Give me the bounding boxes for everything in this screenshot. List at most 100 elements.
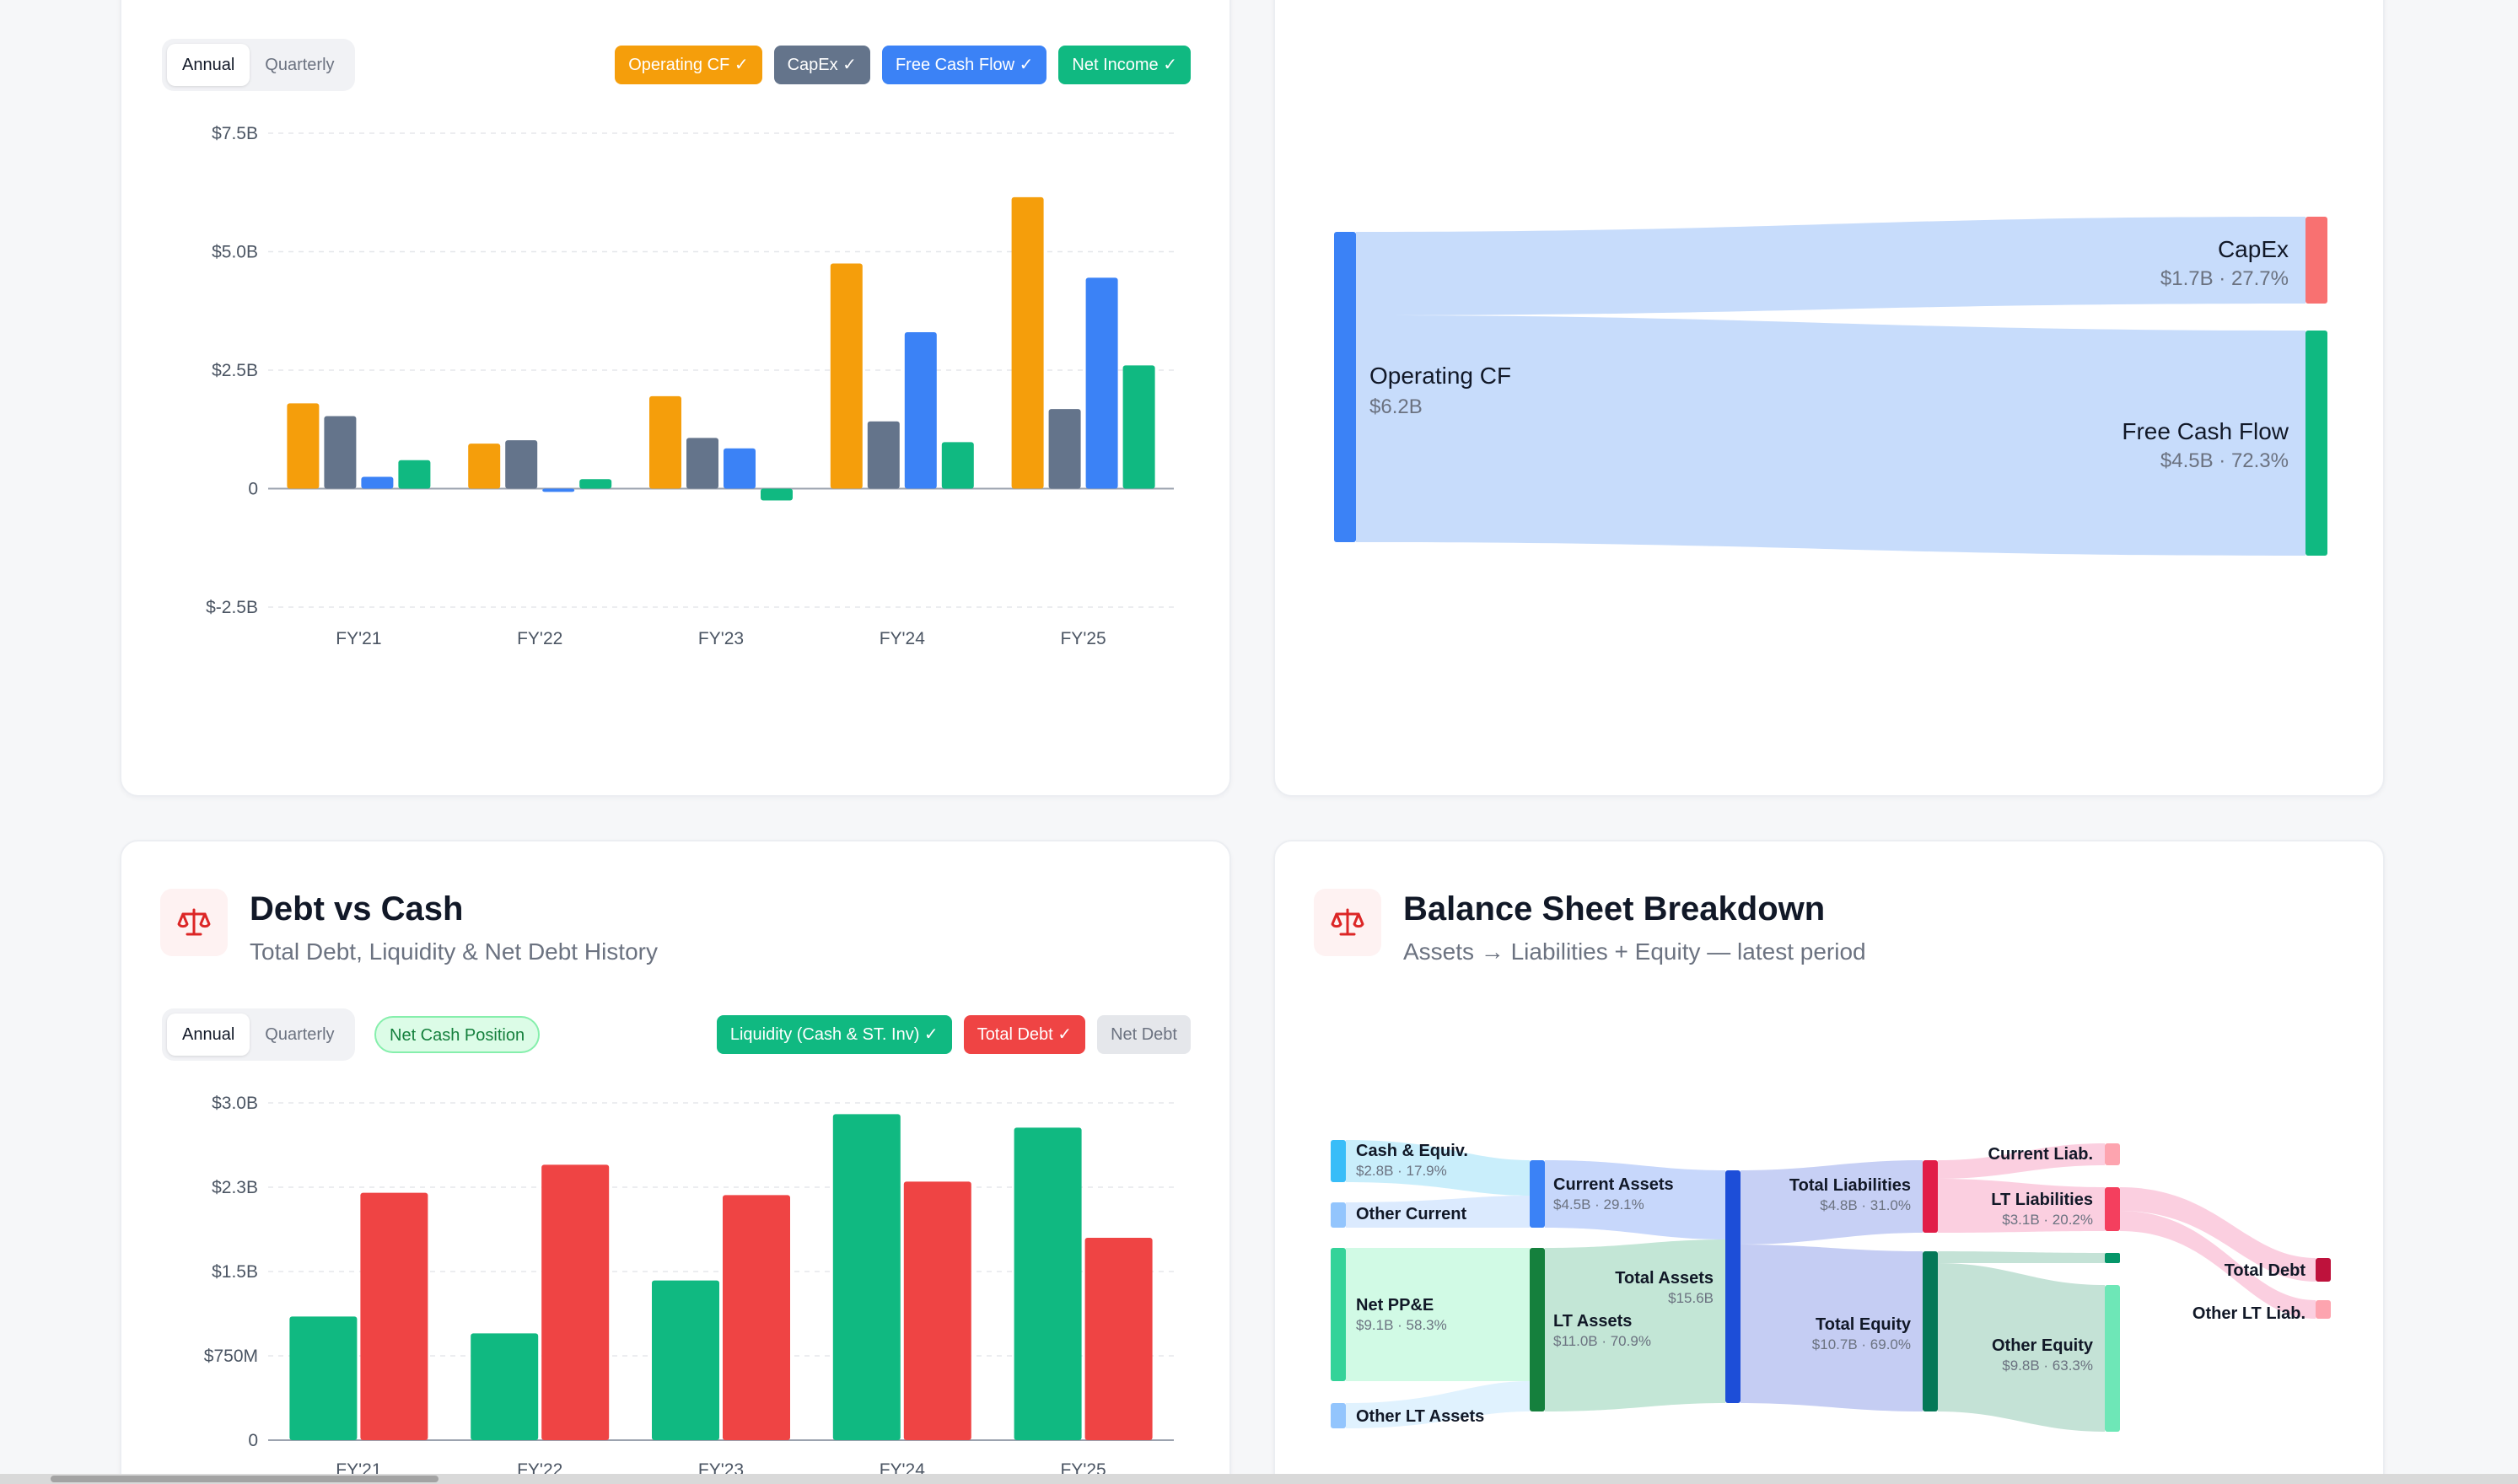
bar-liquidity-cash-st-inv--fy23[interactable] <box>652 1280 719 1440</box>
legend-operating-cf-toggle[interactable]: Operating CF ✓ <box>615 46 762 84</box>
bar-operating-cf-fy25[interactable] <box>1011 196 1044 489</box>
node-current-liab[interactable] <box>2105 1143 2120 1165</box>
legend-capex-toggle[interactable]: CapEx ✓ <box>773 46 870 84</box>
bar-free-cash-flow-fy23[interactable] <box>724 448 756 489</box>
bar-net-income-fy22[interactable] <box>579 479 612 489</box>
total-liabilities-value: $4.8B · 31.0% <box>1820 1197 1911 1213</box>
y-tick-label: $3.0B <box>212 1094 258 1113</box>
net-ppe-label: Net PP&E <box>1356 1296 1434 1315</box>
flow-cash-to-current <box>1346 1140 1530 1196</box>
total-assets-label: Total Assets <box>1615 1269 1714 1288</box>
bar-capex-fy25[interactable] <box>1048 409 1081 489</box>
bar-total-debt-fy25[interactable] <box>1084 1238 1153 1440</box>
node-free-cash-flow[interactable] <box>2305 331 2327 556</box>
flow-otherlt-to-lt <box>1346 1381 1530 1428</box>
other-lt-liab-label: Other LT Liab. <box>2192 1304 2305 1323</box>
other-current-label: Other Current <box>1356 1205 1466 1223</box>
total-liabilities-label: Total Liabilities <box>1789 1176 1911 1195</box>
horizontal-scrollbar[interactable] <box>0 1474 2518 1484</box>
x-tick-label: FY'24 <box>880 629 926 648</box>
flow-liab-to-current <box>1938 1143 2105 1179</box>
x-tick-label: FY'22 <box>517 629 562 648</box>
node-equity-small[interactable] <box>2105 1253 2120 1263</box>
node-total-debt[interactable] <box>2316 1258 2331 1282</box>
node-cash[interactable] <box>1331 1140 1346 1182</box>
node-total-equity[interactable] <box>1923 1251 1938 1411</box>
node-lt-assets[interactable] <box>1530 1248 1545 1411</box>
bar-liquidity-cash-st-inv--fy25[interactable] <box>1014 1127 1082 1440</box>
card-title: Debt vs Cash <box>250 890 464 928</box>
operating-cf-label: Operating CF <box>1369 363 1511 389</box>
node-net-ppe[interactable] <box>1331 1248 1346 1381</box>
node-other-lt-assets[interactable] <box>1331 1403 1346 1428</box>
bar-total-debt-fy24[interactable] <box>903 1181 971 1440</box>
annual-toggle-button[interactable]: Annual <box>167 1014 250 1056</box>
bar-capex-fy21[interactable] <box>324 416 357 489</box>
scrollbar-thumb[interactable] <box>51 1476 438 1482</box>
node-other-equity[interactable] <box>2105 1285 2120 1432</box>
bar-total-debt-fy22[interactable] <box>541 1164 610 1440</box>
bar-total-debt-fy21[interactable] <box>360 1192 428 1440</box>
total-debt-label: Total Debt <box>2225 1261 2306 1280</box>
quarterly-toggle-button[interactable]: Quarterly <box>265 56 335 74</box>
legend-liquidity-toggle[interactable]: Liquidity (Cash & ST. Inv) ✓ <box>716 1015 952 1054</box>
node-capex[interactable] <box>2305 217 2327 304</box>
quarterly-toggle-button[interactable]: Quarterly <box>265 1025 335 1044</box>
node-other-lt-liab[interactable] <box>2316 1300 2331 1319</box>
node-operating-cf[interactable] <box>1334 232 1356 542</box>
bar-total-debt-fy23[interactable] <box>723 1195 790 1440</box>
flow-lt-to-other-lt-liab <box>2120 1211 2316 1319</box>
other-equity-value: $9.8B · 63.3% <box>2002 1358 2093 1374</box>
period-toggle: Annual Quarterly <box>162 1008 355 1061</box>
scale-icon <box>160 889 228 956</box>
node-current-assets[interactable] <box>1530 1160 1545 1228</box>
cash-value: $2.8B · 17.9% <box>1356 1163 1447 1179</box>
bar-free-cash-flow-fy24[interactable] <box>904 332 937 489</box>
lt-liabilities-label: LT Liabilities <box>1991 1191 2093 1209</box>
bar-capex-fy22[interactable] <box>505 440 538 489</box>
card-header: Balance Sheet Breakdown Assets → Liabili… <box>1314 889 1866 965</box>
bar-liquidity-cash-st-inv--fy21[interactable] <box>289 1316 358 1440</box>
bar-operating-cf-fy21[interactable] <box>287 403 320 489</box>
y-tick-label: $750M <box>204 1347 258 1366</box>
node-other-current[interactable] <box>1331 1202 1346 1228</box>
bar-net-income-fy21[interactable] <box>398 460 431 489</box>
bar-net-income-fy23[interactable] <box>761 488 793 501</box>
bar-capex-fy23[interactable] <box>686 438 718 489</box>
annual-toggle-button[interactable]: Annual <box>167 44 250 86</box>
legend-net-income-toggle[interactable]: Net Income ✓ <box>1058 46 1191 84</box>
bar-capex-fy24[interactable] <box>867 421 900 489</box>
bar-free-cash-flow-fy22[interactable] <box>542 488 575 492</box>
bar-free-cash-flow-fy25[interactable] <box>1085 277 1118 489</box>
legend-net-debt-toggle[interactable]: Net Debt <box>1097 1015 1191 1054</box>
bar-free-cash-flow-fy21[interactable] <box>361 476 394 489</box>
x-tick-label: FY'23 <box>698 629 744 648</box>
flow-current-to-total <box>1545 1160 1725 1239</box>
y-tick-label: $7.5B <box>212 124 258 143</box>
bar-operating-cf-fy24[interactable] <box>830 263 863 489</box>
bar-operating-cf-fy22[interactable] <box>468 444 501 489</box>
bar-liquidity-cash-st-inv--fy24[interactable] <box>832 1114 901 1440</box>
bar-operating-cf-fy23[interactable] <box>649 395 681 489</box>
cash-flow-sankey: Operating CF $6.2B CapEx $1.7B · 27.7% F… <box>1334 217 2327 556</box>
flow-othercurrent-to-current <box>1346 1196 1530 1228</box>
card-title: Balance Sheet Breakdown <box>1403 890 1826 928</box>
bar-liquidity-cash-st-inv--fy22[interactable] <box>471 1333 539 1440</box>
legend-total-debt-toggle[interactable]: Total Debt ✓ <box>963 1015 1086 1054</box>
free-cash-flow-label: Free Cash Flow <box>2122 418 2289 444</box>
legend-free-cash-flow-toggle[interactable]: Free Cash Flow ✓ <box>881 46 1047 84</box>
node-lt-liabilities[interactable] <box>2105 1187 2120 1231</box>
lt-liabilities-value: $3.1B · 20.2% <box>2002 1212 2093 1228</box>
other-equity-label: Other Equity <box>1992 1336 2094 1355</box>
bar-net-income-fy25[interactable] <box>1122 365 1155 489</box>
bar-net-income-fy24[interactable] <box>941 442 974 489</box>
capex-value: $1.7B · 27.7% <box>2160 267 2289 290</box>
y-tick-label: $-2.5B <box>206 598 258 617</box>
total-equity-value: $10.7B · 69.0% <box>1812 1336 1911 1352</box>
node-total-assets[interactable] <box>1725 1170 1741 1403</box>
current-liab-label: Current Liab. <box>1988 1145 2093 1164</box>
flow-lt-to-total-debt <box>2120 1187 2316 1282</box>
debt-vs-cash-card: Debt vs Cash Total Debt, Liquidity & Net… <box>120 840 1231 1484</box>
card-subtitle: Total Debt, Liquidity & Net Debt History <box>250 938 658 965</box>
node-total-liabilities[interactable] <box>1923 1160 1938 1233</box>
